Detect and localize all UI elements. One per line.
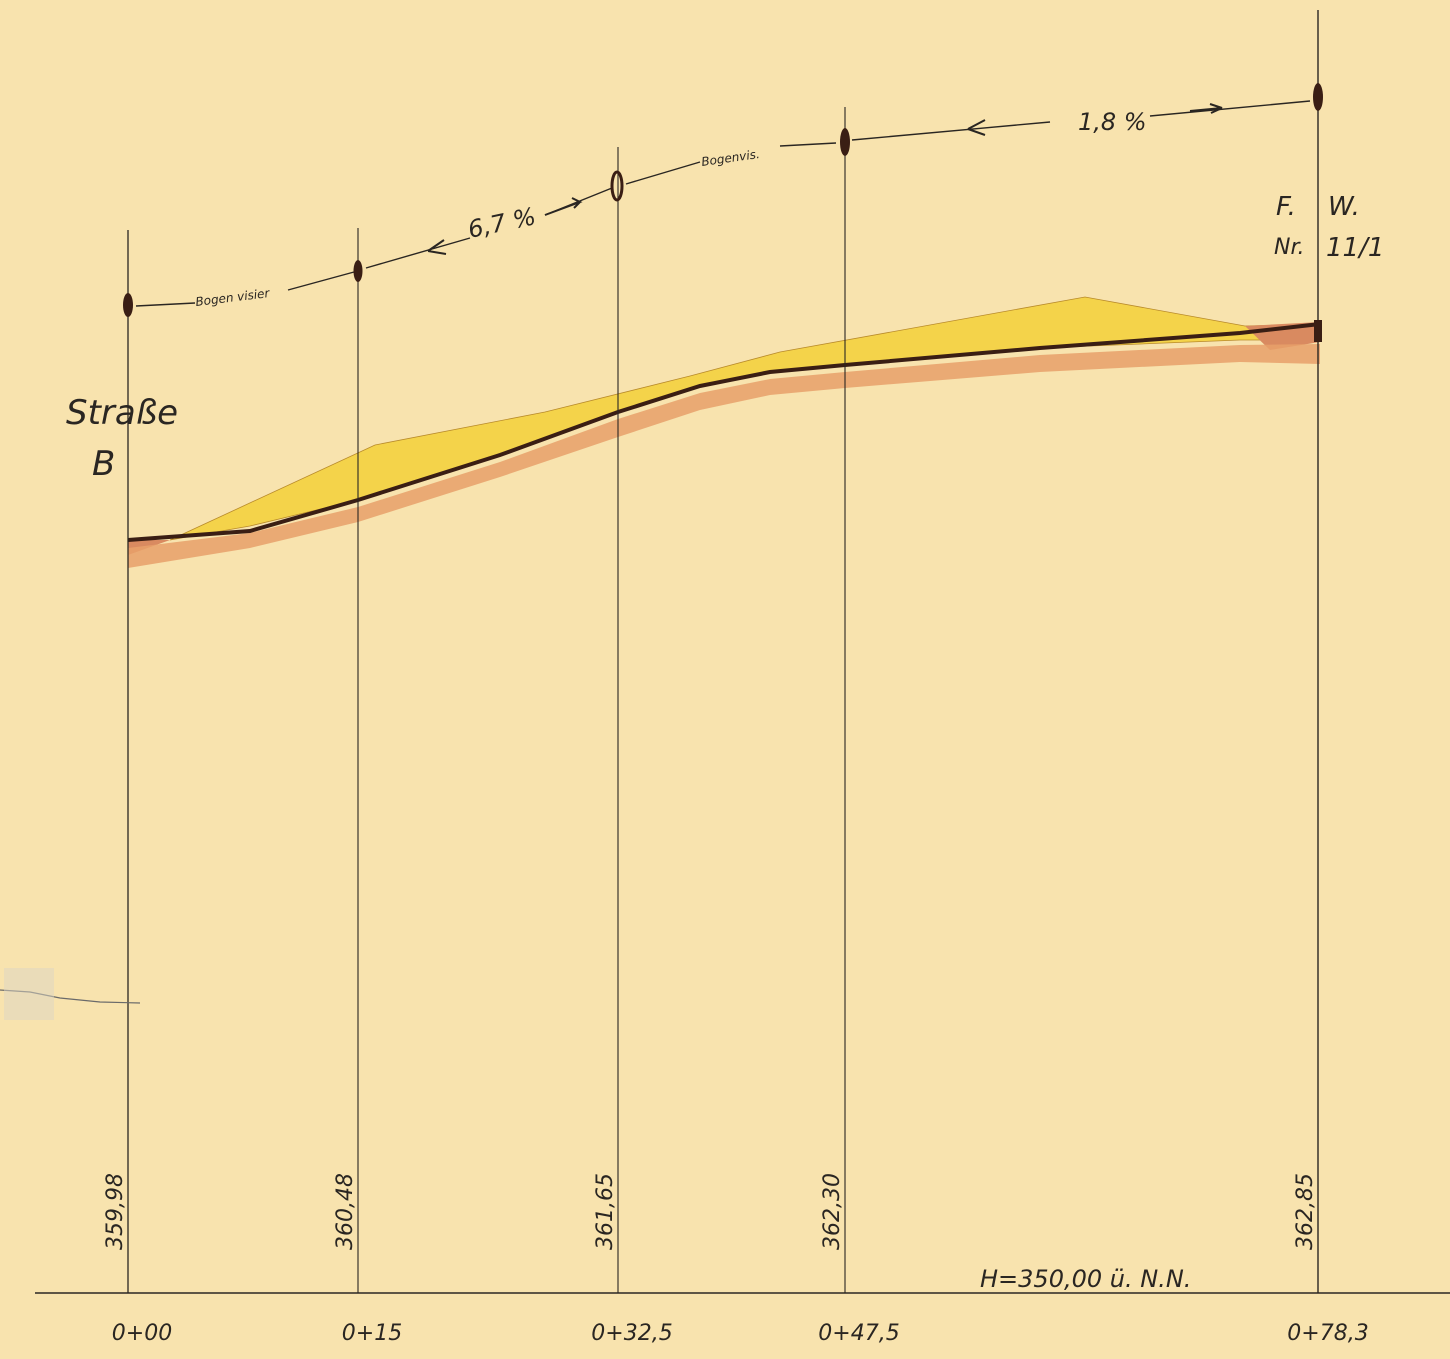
station-label: 0+47,5 [818,1321,899,1346]
well-marker [1314,320,1322,342]
station-labels: 0+00 0+15 0+32,5 0+47,5 0+78,3 [112,1321,1369,1346]
edge-smudge [4,968,54,1020]
station-label: 0+00 [112,1321,172,1346]
well-label-number: 11/1 [1326,233,1384,263]
road-label-line2: B [92,444,115,484]
arrow-left-1 [427,239,447,255]
survey-marker [840,128,850,156]
arrow-left-2 [967,119,986,136]
sight-label-2: Bogenvis. [700,147,760,169]
station-label: 0+32,5 [591,1321,672,1346]
station-label: 0+78,3 [1287,1321,1368,1346]
survey-marker [353,260,363,282]
arrow-right-1 [544,197,583,216]
road-label-line1: Straße [66,393,178,433]
grade-line [127,322,1321,542]
gradient-label-1: 6,7 % [465,202,538,244]
ground-band [128,344,1320,568]
station-label: 0+15 [342,1321,402,1346]
elevation-label: 362,30 [820,1173,845,1250]
datum-label: H=350,00 ü. N.N. [980,1265,1191,1293]
survey-marker [610,170,624,202]
well-label-w: W. [1328,192,1360,222]
elevation-label: 361,65 [593,1173,618,1250]
well-label-f: F. [1276,192,1296,222]
elevation-label: 359,98 [103,1173,128,1250]
arrow-right-2 [1189,103,1223,114]
well-label-nr: Nr. [1274,235,1304,260]
elevation-label: 360,48 [333,1173,358,1250]
survey-marker [1313,83,1323,111]
sight-label-1: Bogen visier [195,286,272,309]
elevation-label: 362,85 [1293,1173,1318,1250]
elevation-labels: 359,98 360,48 361,65 362,30 362,85 [103,1173,1318,1250]
gradient-label-2: 1,8 % [1078,108,1147,136]
survey-marker [123,293,133,317]
